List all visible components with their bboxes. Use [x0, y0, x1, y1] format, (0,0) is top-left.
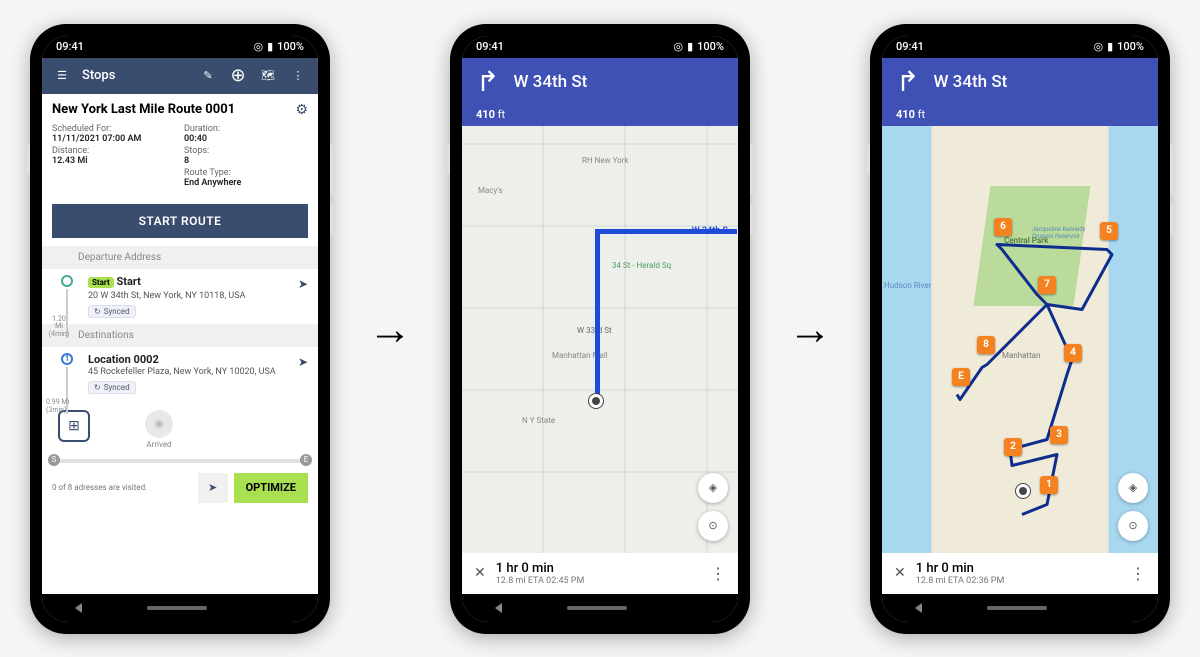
duration-label: Duration:	[184, 124, 220, 134]
route-footer: ✕ 1 hr 0 min 12.8 mi ETA 02:36 PM ⋮	[882, 553, 1158, 594]
compass-button[interactable]: ◈	[698, 473, 728, 503]
turn-right-icon: ↱	[476, 68, 499, 96]
stop1-addr: 45 Rockefeller Plaza, New York, NY 10020…	[88, 367, 292, 377]
start-name: Start	[116, 275, 140, 288]
duration-value: 00:40	[184, 134, 207, 144]
route-marker-4[interactable]: 4	[1064, 344, 1082, 362]
eta: 12.8 mi ETA 02:45 PM	[496, 576, 700, 586]
recenter-button[interactable]: ⊙	[1118, 511, 1148, 541]
route-marker-8[interactable]: 8	[977, 336, 995, 354]
synced-chip-2: ↻ Synced	[88, 381, 136, 394]
routetype-label: Route Type:	[184, 168, 231, 178]
stops-value: 8	[184, 156, 189, 166]
android-nav	[462, 594, 738, 622]
appbar-title: Stops	[82, 68, 188, 83]
duration: 1 hr 0 min	[496, 561, 700, 576]
scheduled-label: Scheduled For:	[52, 124, 111, 134]
current-location	[589, 394, 603, 408]
flow-arrow-2: →	[788, 303, 832, 355]
close-icon[interactable]: ✕	[894, 565, 906, 581]
phone-1: 09:41 ◎ ▮ 100% ☰ Stops ✎ ⊕ 🗺 ⋮ New York …	[30, 24, 330, 634]
route-marker-6[interactable]: 6	[994, 218, 1012, 236]
edit-icon[interactable]: ✎	[198, 66, 218, 86]
start-badge: Start	[88, 277, 114, 288]
stop-1[interactable]: 1 Location 0002 45 Rockefeller Plaza, Ne…	[42, 347, 318, 400]
more-icon[interactable]: ⋮	[288, 66, 308, 86]
phone-3: 09:41 ◎▮100% ↱ W 34th St 410 ft Then ↑ C…	[870, 24, 1170, 634]
route-marker-3[interactable]: 3	[1050, 426, 1068, 444]
route-title: New York Last Mile Route 0001	[52, 102, 235, 117]
flow-arrow-1: →	[368, 303, 412, 355]
add-icon[interactable]: ⊕	[228, 66, 248, 86]
menu-icon[interactable]: ☰	[52, 66, 72, 86]
battery-icon: ▮	[267, 40, 273, 53]
current-location	[1016, 484, 1030, 498]
status-bar: 09:41 ◎▮100%	[462, 36, 738, 58]
scheduled-value: 11/11/2021 07:00 AM	[52, 134, 141, 144]
stop-start[interactable]: Start Start 20 W 34th St, New York, NY 1…	[42, 269, 318, 324]
destinations-section: Destinations	[42, 324, 318, 347]
battery-pct: 100%	[277, 40, 304, 53]
nav-header: ↱ W 34th St	[882, 58, 1158, 106]
route-footer: ✕ 1 hr 0 min 12.8 mi ETA 02:45 PM ⋮	[462, 553, 738, 594]
synced-chip: ↻ Synced	[88, 305, 136, 318]
status-bar: 09:41 ◎▮100%	[882, 36, 1158, 58]
stop1-name: Location 0002	[88, 353, 292, 366]
close-icon[interactable]: ✕	[474, 565, 486, 581]
recenter-button[interactable]: ⊙	[698, 511, 728, 541]
stops-label: Stops:	[184, 146, 209, 156]
fingerprint-icon: ◉	[145, 410, 173, 438]
route-marker-1[interactable]: 1	[1040, 476, 1058, 494]
arrived-indicator: ◉ Arrived	[145, 410, 173, 449]
routetype-value: End Anywhere	[184, 178, 241, 188]
phone-2: 09:41 ◎▮100% ↱ W 34th St 410 ft Then ↑ M…	[450, 24, 750, 634]
navigate-icon-2[interactable]: ➤	[298, 355, 308, 369]
home-button[interactable]	[147, 606, 207, 610]
route-header: New York Last Mile Route 0001 ⚙ Schedule…	[42, 94, 318, 196]
start-route-button[interactable]: START ROUTE	[52, 204, 308, 238]
street-name: W 34th St	[513, 72, 587, 92]
turn-right-icon: ↱	[896, 68, 919, 96]
location-icon: ◎	[253, 40, 263, 53]
optimize-button[interactable]: OPTIMIZE	[234, 473, 308, 503]
route-marker-E[interactable]: E	[952, 368, 970, 386]
map-view[interactable]: Macy's RH New York W 34th S 34 St - Hera…	[462, 126, 738, 553]
departure-section: Departure Address	[42, 246, 318, 269]
route-marker-2[interactable]: 2	[1004, 438, 1022, 456]
status-time: 09:41	[56, 40, 84, 53]
gear-icon[interactable]: ⚙	[295, 102, 308, 118]
back-button[interactable]	[75, 603, 82, 613]
visited-text: 0 of 8 adresses are visited.	[52, 483, 147, 492]
route-marker-5[interactable]: 5	[1100, 222, 1118, 240]
distance-value: 12.43 Mi	[52, 156, 88, 166]
add-stop-button[interactable]: ⊞	[58, 410, 90, 442]
nav-button[interactable]: ➤	[198, 473, 228, 503]
android-nav	[882, 594, 1158, 622]
route-marker-7[interactable]: 7	[1038, 276, 1056, 294]
status-bar: 09:41 ◎ ▮ 100%	[42, 36, 318, 58]
compass-button[interactable]: ◈	[1118, 473, 1148, 503]
map-icon[interactable]: 🗺	[258, 66, 278, 86]
android-nav	[42, 594, 318, 622]
stop-number: 1	[61, 353, 73, 365]
app-bar: ☰ Stops ✎ ⊕ 🗺 ⋮	[42, 58, 318, 94]
nav-header: ↱ W 34th St	[462, 58, 738, 106]
map-overview[interactable]: Central Park Hudson River Jacqueline Ken…	[882, 126, 1158, 553]
route-progress[interactable]	[54, 459, 306, 463]
more-icon[interactable]: ⋮	[1130, 564, 1146, 583]
more-icon[interactable]: ⋮	[710, 564, 726, 583]
navigate-icon[interactable]: ➤	[298, 277, 308, 291]
distance-label: Distance:	[52, 146, 89, 156]
start-addr: 20 W 34th St, New York, NY 10118, USA	[88, 291, 292, 301]
